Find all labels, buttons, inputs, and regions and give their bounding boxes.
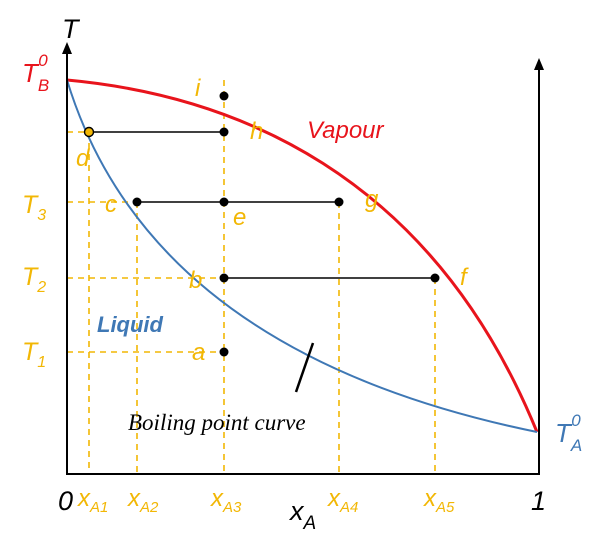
xa1-label: xA1 <box>77 485 108 516</box>
origin-label: 0 <box>58 486 73 516</box>
tb0-sub: B <box>38 76 49 95</box>
tb0-sup: 0 <box>38 51 48 70</box>
point-f-label: f <box>460 264 469 291</box>
point-i-dot <box>219 91 229 101</box>
ta0-label: TA 0 <box>555 411 582 455</box>
curve-label: Boiling point curve <box>128 410 306 435</box>
point-f-dot <box>430 273 440 283</box>
xa1-sub: A1 <box>89 499 108 516</box>
ta0-sub: A <box>570 436 582 455</box>
axis-y-label: T <box>62 14 81 44</box>
axis-x-label-main: x <box>288 496 305 526</box>
point-c-label: c <box>105 191 117 218</box>
xa2-label: xA2 <box>127 485 159 516</box>
point-d-dot <box>83 126 95 138</box>
dew-point-curve <box>66 78 539 433</box>
vapour-label: Vapour <box>307 117 385 144</box>
t3-label: T3 <box>22 191 46 224</box>
point-h-dot <box>219 127 229 137</box>
xa4-main: x <box>327 485 341 512</box>
xa5-sub: A5 <box>435 499 455 516</box>
axis-x-label-sub: A <box>303 513 317 534</box>
ta0-sup: 0 <box>571 411 581 430</box>
right-axis-arrow <box>534 58 544 70</box>
curve-pointer-line <box>294 342 315 393</box>
t1-label: T1 <box>22 338 46 371</box>
xa3-sub: A3 <box>222 499 242 516</box>
ta0-main: T <box>555 418 573 448</box>
xa3-label: xA3 <box>210 485 242 516</box>
point-b-label: b <box>189 267 202 294</box>
liquid-label: Liquid <box>97 312 164 337</box>
t1-sub: 1 <box>37 354 46 371</box>
boiling-point-curve <box>66 79 538 433</box>
xa1-main: x <box>77 485 91 512</box>
point-e-dot <box>219 197 229 207</box>
tb0-label: TB 0 <box>22 51 49 95</box>
point-h-label: h <box>250 118 263 145</box>
point-i-label: i <box>195 75 201 102</box>
point-e-label: e <box>233 204 246 231</box>
end-label: 1 <box>531 486 546 516</box>
t1-main: T <box>22 338 39 366</box>
point-g-label: g <box>365 186 379 213</box>
point-c-dot <box>132 197 142 207</box>
xa4-label: xA4 <box>327 485 358 516</box>
point-d-label: d <box>76 145 90 172</box>
point-a-dot <box>219 347 229 357</box>
xa3-main: x <box>210 485 224 512</box>
point-a-label: a <box>192 339 205 366</box>
t3-main: T <box>22 191 39 219</box>
xa2-main: x <box>127 485 141 512</box>
point-b-dot <box>219 273 229 283</box>
xa2-sub: A2 <box>139 499 159 516</box>
t2-label: T2 <box>22 263 46 296</box>
y-axis-arrow <box>62 42 72 54</box>
xa4-sub: A4 <box>339 499 358 516</box>
t2-sub: 2 <box>36 279 46 296</box>
t2-main: T <box>22 263 39 291</box>
point-g-dot <box>334 197 344 207</box>
t3-sub: 3 <box>37 207 46 224</box>
xa5-label: xA5 <box>423 485 455 516</box>
tb0-main: T <box>22 58 40 88</box>
xa5-main: x <box>423 485 437 512</box>
axis-x-label: xA <box>288 496 316 534</box>
